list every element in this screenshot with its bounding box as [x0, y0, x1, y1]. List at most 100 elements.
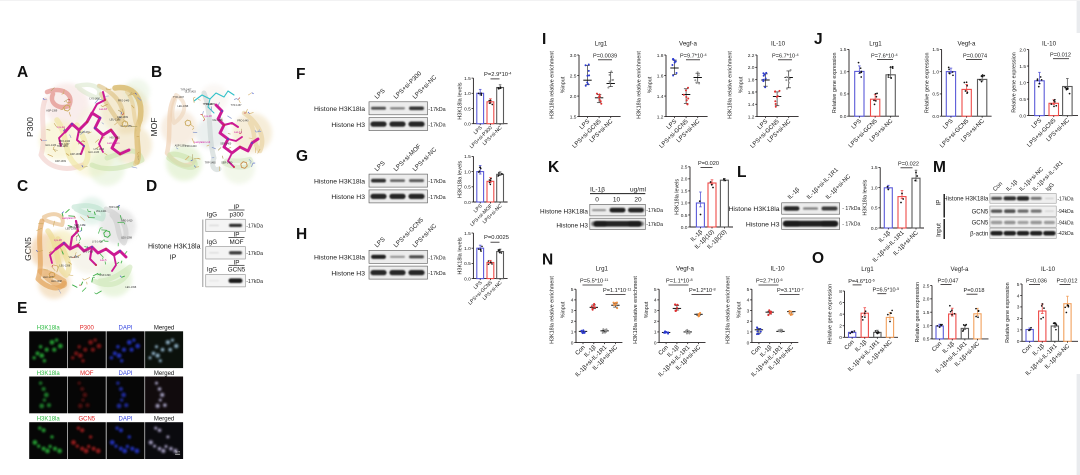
svg-text:LYS-1456: LYS-1456 [90, 98, 101, 101]
svg-text:Lactylation: Lactylation [107, 141, 120, 145]
svg-text:0.5: 0.5 [871, 206, 878, 212]
svg-text:ASP-1399: ASP-1399 [117, 116, 129, 119]
svg-text:1: 1 [654, 330, 657, 336]
svg-text:1.0: 1.0 [1019, 80, 1026, 86]
svg-text:ASP-1399: ASP-1399 [55, 160, 67, 163]
svg-text:J: J [814, 31, 823, 48]
svg-text:20: 20 [634, 197, 642, 204]
svg-text:5µm: 5µm [175, 450, 180, 454]
svg-text:B: B [151, 64, 162, 81]
svg-text:0.0: 0.0 [464, 276, 471, 282]
svg-text:IP: IP [234, 204, 240, 211]
svg-text:1.5: 1.5 [464, 231, 471, 237]
svg-text:0: 0 [654, 340, 657, 346]
svg-text:0.0: 0.0 [681, 225, 688, 231]
svg-text:Lrg1: Lrg1 [869, 41, 882, 48]
svg-text:LEU-1398: LEU-1398 [66, 228, 77, 231]
svg-text:0: 0 [595, 197, 599, 204]
svg-text:VAL-1421: VAL-1421 [96, 210, 107, 213]
svg-text:P=0.012: P=0.012 [1050, 53, 1071, 59]
svg-text:Merged: Merged [154, 417, 174, 423]
svg-text:LEU-1398: LEU-1398 [121, 237, 132, 240]
svg-text:2.0: 2.0 [681, 177, 688, 183]
svg-text:DAPI: DAPI [118, 326, 132, 332]
svg-text:P=2.7*10-6: P=2.7*10-6 [756, 278, 783, 285]
svg-text:HIS-1451: HIS-1451 [110, 137, 121, 140]
svg-text:%input: %input [561, 76, 567, 93]
svg-text:H3K18la relative enrichment: H3K18la relative enrichment [633, 276, 639, 344]
svg-text:Histone H3K18la: Histone H3K18la [540, 208, 588, 215]
svg-text:2.2: 2.2 [748, 53, 755, 59]
svg-text:1.6: 1.6 [657, 73, 664, 79]
svg-text:H3K18la levels: H3K18la levels [458, 237, 464, 275]
svg-text:2.0: 2.0 [1019, 47, 1026, 53]
svg-text:IgG: IgG [207, 267, 217, 274]
svg-text:Vegf-a: Vegf-a [958, 41, 976, 48]
svg-text:1.5: 1.5 [570, 114, 577, 120]
svg-text:P=0.047: P=0.047 [938, 279, 959, 285]
svg-text:-17kDa: -17kDa [428, 179, 445, 185]
svg-text:LEU-1398: LEU-1398 [178, 105, 189, 108]
svg-text:A: A [17, 64, 28, 81]
svg-text:Histone H3: Histone H3 [331, 270, 365, 277]
svg-text:-17kDa: -17kDa [646, 208, 663, 214]
svg-text:Relative gene expression: Relative gene expression [925, 53, 931, 114]
svg-text:1.0: 1.0 [840, 70, 847, 76]
svg-text:PRO-1440: PRO-1440 [185, 145, 197, 148]
svg-text:ug/ml: ug/ml [630, 186, 646, 193]
svg-text:P300: P300 [25, 117, 35, 137]
svg-text:Vegf-a: Vegf-a [951, 266, 969, 273]
svg-text:TYR-1467: TYR-1467 [173, 96, 185, 99]
svg-text:1: 1 [1017, 328, 1020, 334]
svg-text:Lrg1: Lrg1 [596, 266, 609, 273]
svg-text:H3K18la levels: H3K18la levels [675, 179, 681, 215]
svg-text:-17kDa: -17kDa [428, 271, 445, 277]
svg-text:H3K18la relative enrichment: H3K18la relative enrichment [726, 276, 732, 344]
svg-text:3.0: 3.0 [570, 53, 577, 59]
svg-text:-17kDa: -17kDa [646, 222, 663, 228]
svg-text:p300: p300 [229, 211, 244, 218]
svg-text:H3K18la relative enrichment: H3K18la relative enrichment [637, 51, 643, 119]
svg-text:0.5: 0.5 [923, 337, 930, 343]
svg-text:GLU-1433: GLU-1433 [88, 151, 100, 154]
svg-text:0.0: 0.0 [464, 122, 471, 128]
svg-text:P=1.2*10-8: P=1.2*10-8 [689, 288, 716, 295]
svg-text:P=0.0074: P=0.0074 [963, 53, 987, 59]
svg-text:Relative gene expression: Relative gene expression [832, 53, 838, 114]
svg-text:H: H [296, 226, 307, 243]
svg-text:-17kDa: -17kDa [428, 255, 445, 261]
svg-text:TYR-1467: TYR-1467 [59, 143, 71, 146]
svg-text:ARG-1410: ARG-1410 [121, 220, 133, 223]
svg-text:P=4.6*10-6: P=4.6*10-6 [848, 278, 875, 285]
svg-text:Lactylation-14: Lactylation-14 [194, 140, 211, 144]
svg-text:IL-1β: IL-1β [590, 186, 605, 193]
svg-text:LYS-1456: LYS-1456 [94, 148, 105, 151]
svg-text:TYR-1467: TYR-1467 [180, 89, 192, 92]
svg-text:GCN5: GCN5 [23, 237, 33, 261]
svg-text:2: 2 [1017, 316, 1020, 322]
svg-text:-17kDa: -17kDa [246, 224, 263, 230]
svg-text:%input: %input [739, 76, 745, 93]
svg-text:TYR-1467: TYR-1467 [203, 103, 215, 106]
svg-text:%input: %input [644, 301, 650, 318]
svg-text:- 17kDa: - 17kDa [842, 221, 860, 227]
svg-text:MOF: MOF [80, 371, 94, 377]
svg-text:GCN5: GCN5 [972, 209, 989, 215]
svg-text:P=0.022: P=0.022 [898, 161, 919, 167]
svg-text:-94kDa: -94kDa [1057, 209, 1073, 215]
svg-text:VAL-1421: VAL-1421 [212, 119, 223, 122]
svg-text:IgG: IgG [207, 211, 217, 218]
svg-text:N: N [542, 252, 553, 269]
svg-text:3: 3 [654, 308, 657, 314]
svg-text:GCN5: GCN5 [972, 221, 989, 227]
svg-text:H3K18la: H3K18la [37, 417, 61, 423]
svg-text:IL-10: IL-10 [1041, 266, 1056, 273]
svg-text:P=9.7*10-4: P=9.7*10-4 [680, 53, 707, 60]
svg-text:LEU-1398: LEU-1398 [51, 280, 62, 283]
svg-text:1.5: 1.5 [871, 165, 878, 171]
svg-text:1.5: 1.5 [1019, 64, 1026, 70]
svg-text:2.5: 2.5 [570, 73, 577, 79]
svg-text:LPS: LPS [473, 280, 484, 291]
svg-text:P=6.5*10-5: P=6.5*10-5 [873, 287, 900, 294]
svg-text:0: 0 [571, 340, 574, 346]
